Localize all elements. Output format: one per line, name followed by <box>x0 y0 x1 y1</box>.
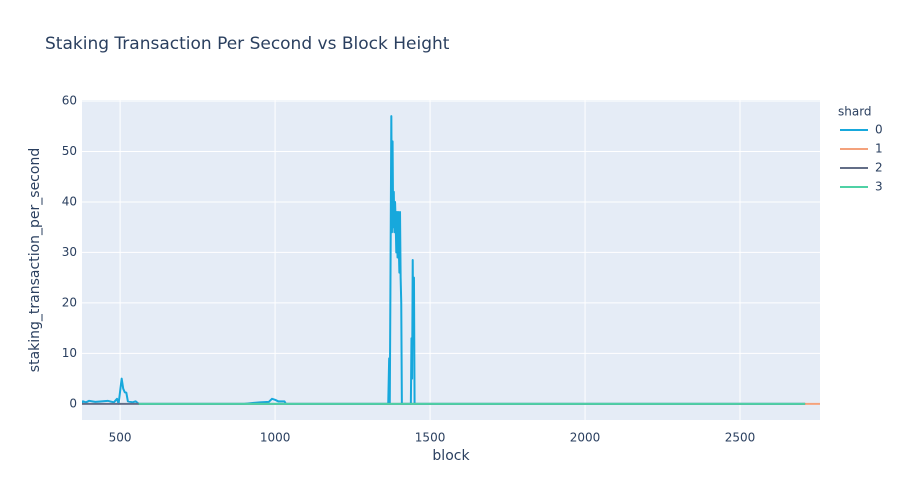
legend-label: 2 <box>875 161 883 175</box>
y-tick-label: 20 <box>62 295 77 309</box>
chart-title: Staking Transaction Per Second vs Block … <box>45 34 450 54</box>
legend-label: 3 <box>875 180 883 194</box>
series-line <box>82 115 806 405</box>
x-axis-title: block <box>432 448 470 464</box>
y-tick-label: 10 <box>62 346 77 360</box>
x-tick-label: 1500 <box>415 431 446 445</box>
legend-title: shard <box>838 105 872 119</box>
x-tick-label: 2500 <box>725 431 756 445</box>
legend-label: 1 <box>875 142 883 156</box>
y-tick-label: 0 <box>69 396 77 410</box>
y-tick-label: 40 <box>62 194 77 208</box>
plot-area <box>82 100 820 420</box>
x-tick-label: 2000 <box>570 431 601 445</box>
y-tick-label: 50 <box>62 144 77 158</box>
x-tick-label: 500 <box>109 431 132 445</box>
x-tick-label: 1000 <box>260 431 291 445</box>
lines <box>82 115 820 405</box>
y-axis-title: staking_transaction_per_second <box>27 148 43 372</box>
legend-label: 0 <box>875 123 883 137</box>
y-tick-label: 60 <box>62 94 77 108</box>
y-tick-label: 30 <box>62 245 77 259</box>
